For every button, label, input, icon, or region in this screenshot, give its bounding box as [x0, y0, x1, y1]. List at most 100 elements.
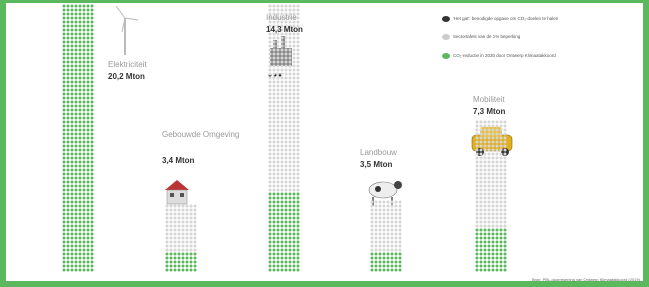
dot	[285, 205, 288, 208]
dot	[293, 97, 296, 100]
dot	[166, 265, 169, 268]
dot	[289, 161, 292, 164]
dot	[297, 253, 300, 256]
dot	[83, 25, 86, 28]
dot	[281, 77, 284, 80]
dot	[63, 37, 66, 40]
dot	[83, 225, 86, 228]
dot	[496, 161, 499, 164]
dot	[504, 269, 507, 272]
dot	[379, 217, 382, 220]
dot	[293, 125, 296, 128]
dot	[79, 73, 82, 76]
dot	[277, 149, 280, 152]
dot	[480, 161, 483, 164]
dot	[277, 69, 280, 72]
dot	[67, 257, 70, 260]
dot	[285, 137, 288, 140]
dot	[293, 265, 296, 268]
dot	[83, 217, 86, 220]
dot	[269, 77, 272, 80]
dot	[63, 213, 66, 216]
dot	[79, 221, 82, 224]
dot	[166, 217, 169, 220]
dot	[87, 45, 90, 48]
dot	[63, 137, 66, 140]
dot	[79, 89, 82, 92]
dot	[277, 201, 280, 204]
dot	[87, 21, 90, 24]
dot	[79, 13, 82, 16]
dot	[186, 245, 189, 248]
dot	[79, 65, 82, 68]
dot	[63, 21, 66, 24]
dot	[285, 45, 288, 48]
dot	[79, 117, 82, 120]
dot	[496, 257, 499, 260]
dot	[480, 181, 483, 184]
dot	[281, 145, 284, 148]
dot	[87, 65, 90, 68]
dot	[75, 141, 78, 144]
dot	[379, 221, 382, 224]
dot	[87, 249, 90, 252]
dot	[504, 173, 507, 176]
dot	[63, 117, 66, 120]
dot	[496, 137, 499, 140]
dot	[488, 157, 491, 160]
dot	[289, 249, 292, 252]
dot	[178, 269, 181, 272]
dot	[83, 17, 86, 20]
dot	[91, 85, 94, 88]
dot	[293, 269, 296, 272]
dot	[83, 105, 86, 108]
dot	[387, 257, 390, 260]
dot	[488, 261, 491, 264]
dot	[500, 169, 503, 172]
dot	[91, 213, 94, 216]
dot	[484, 249, 487, 252]
dot	[194, 241, 197, 244]
dot	[174, 257, 177, 260]
dot	[399, 245, 402, 248]
dot	[281, 65, 284, 68]
dot	[289, 205, 292, 208]
dot	[277, 257, 280, 260]
dot	[399, 261, 402, 264]
dot	[269, 165, 272, 168]
dot	[391, 257, 394, 260]
dot	[273, 225, 276, 228]
dot	[395, 261, 398, 264]
dot	[492, 121, 495, 124]
dot	[91, 237, 94, 240]
dot	[395, 265, 398, 268]
dot	[492, 245, 495, 248]
dot	[484, 221, 487, 224]
dot	[285, 109, 288, 112]
dot	[170, 209, 173, 212]
dot	[375, 229, 378, 232]
dot	[75, 33, 78, 36]
dot	[297, 77, 300, 80]
dot	[371, 233, 374, 236]
dot	[297, 161, 300, 164]
dot	[71, 225, 74, 228]
dot	[91, 81, 94, 84]
dot	[488, 161, 491, 164]
dot	[500, 129, 503, 132]
dot	[67, 189, 70, 192]
dot	[500, 237, 503, 240]
dot	[500, 193, 503, 196]
dot	[75, 25, 78, 28]
dot	[269, 49, 272, 52]
dot	[277, 157, 280, 160]
dot	[476, 181, 479, 184]
dot	[182, 265, 185, 268]
dot	[75, 93, 78, 96]
dot	[289, 165, 292, 168]
dot	[79, 185, 82, 188]
dot	[182, 209, 185, 212]
dot	[166, 245, 169, 248]
dot	[289, 37, 292, 40]
dot	[504, 153, 507, 156]
